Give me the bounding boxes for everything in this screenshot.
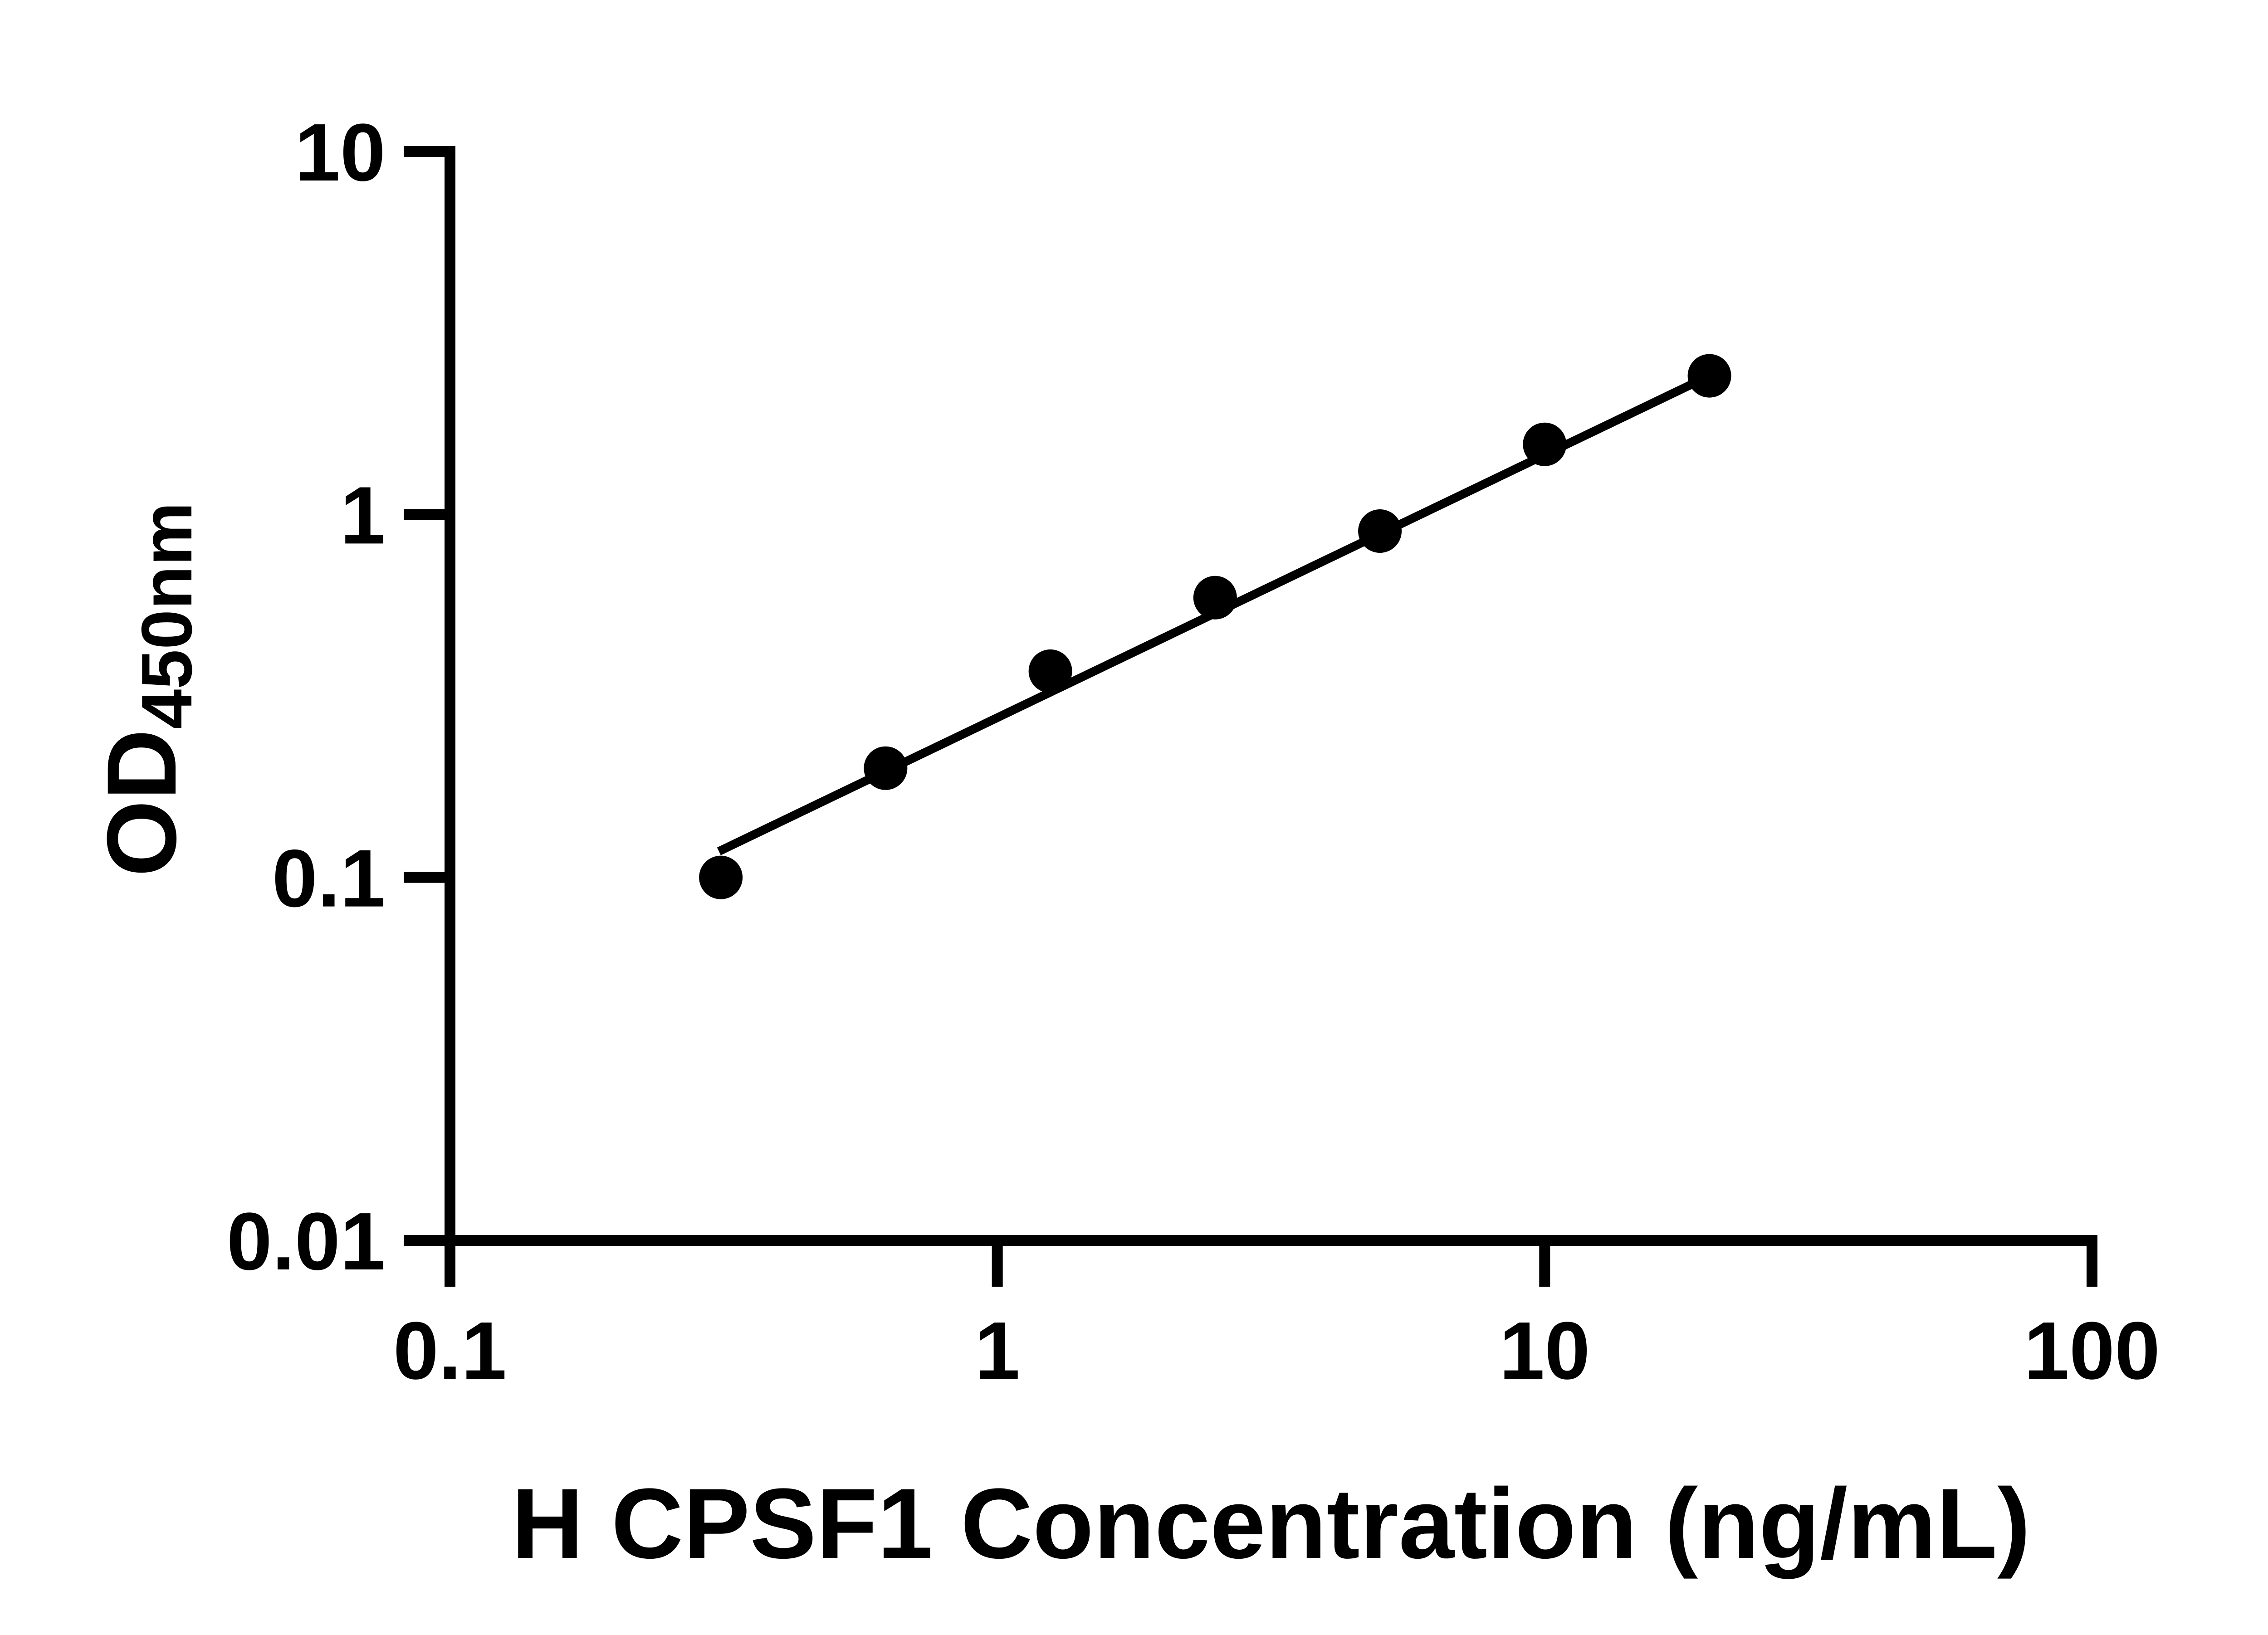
y-tick-label: 1 [340, 470, 386, 561]
data-point [1193, 576, 1237, 620]
y-tick-label: 0.1 [272, 833, 386, 924]
y-axis-title-main: OD [87, 729, 196, 877]
data-points [699, 354, 1731, 899]
y-tick-label: 10 [295, 107, 386, 198]
x-tick-label: 1 [975, 1305, 1020, 1396]
data-point [699, 855, 743, 899]
axis-ticks [404, 146, 2097, 1287]
data-point [864, 746, 908, 790]
y-axis-title: OD450nm [87, 502, 207, 877]
x-tick-label: 0.1 [393, 1305, 507, 1396]
x-axis-title: H CPSF1 Concentration (ng/mL) [512, 1468, 2031, 1579]
y-axis-title-subscript: 450nm [127, 502, 207, 729]
y-tick-label: 0.01 [227, 1196, 386, 1287]
data-point [1523, 422, 1567, 466]
x-tick-label: 10 [1499, 1305, 1590, 1396]
x-tick-label: 100 [2024, 1305, 2160, 1396]
data-point [1687, 354, 1731, 398]
axes [445, 146, 2097, 1246]
data-point [1358, 509, 1402, 553]
data-point [1028, 649, 1072, 693]
